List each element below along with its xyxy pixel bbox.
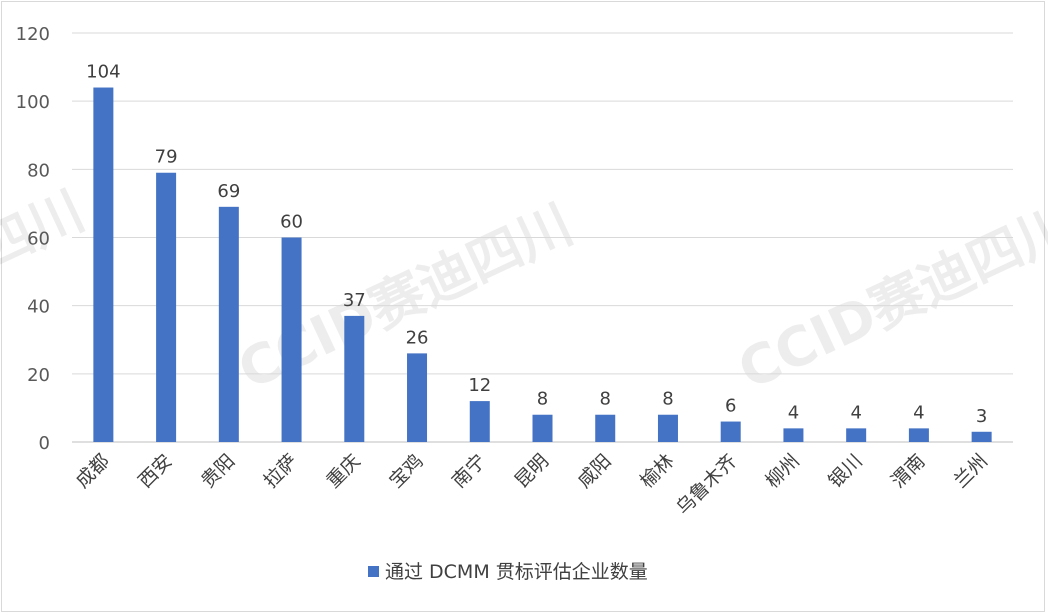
category-label: 宝鸡	[385, 450, 427, 492]
category-label: 渭南	[887, 450, 929, 492]
y-tick-label: 120	[16, 24, 50, 45]
gridlines	[72, 32, 1013, 443]
watermark-right: CCID赛迪四川	[729, 192, 1048, 401]
category-label: 兰州	[950, 450, 992, 492]
data-labels: 104 79 69 60 37 26 12 8 8 8 6 4 4 4 3	[86, 62, 987, 427]
category-label: 西安	[134, 450, 176, 492]
bar	[846, 428, 867, 442]
data-label: 3	[976, 406, 987, 427]
y-tick-label: 60	[27, 229, 50, 250]
data-label: 69	[217, 181, 240, 202]
bar	[783, 428, 804, 442]
category-label: 拉萨	[260, 450, 302, 492]
category-label: 咸阳	[573, 450, 615, 492]
category-label: 柳州	[762, 450, 804, 492]
bar	[595, 414, 616, 442]
data-label: 104	[86, 62, 120, 83]
bar	[908, 428, 929, 442]
y-tick-label: 80	[27, 160, 50, 181]
data-label: 8	[662, 389, 673, 410]
bars	[93, 87, 992, 443]
bar	[720, 421, 741, 442]
data-label: 12	[468, 375, 491, 396]
category-label: 贵阳	[197, 450, 239, 492]
bar	[156, 172, 177, 442]
category-label: 乌鲁木齐	[672, 450, 741, 519]
data-label: 4	[788, 402, 799, 423]
data-label: 8	[537, 389, 548, 410]
data-label: 60	[280, 212, 303, 233]
category-label: 昆明	[511, 450, 553, 492]
category-label: 南宁	[448, 450, 490, 492]
bar	[218, 206, 239, 442]
y-tick-label: 20	[27, 365, 50, 386]
y-tick-label: 40	[27, 297, 50, 318]
bar	[344, 315, 365, 442]
category-label: 成都	[71, 450, 113, 492]
data-label: 26	[406, 327, 429, 348]
bar	[93, 87, 114, 443]
y-axis-ticks: 0 20 40 60 80 100 120	[16, 24, 50, 454]
legend: 通过 DCMM 贯标评估企业数量	[368, 561, 648, 583]
data-label: 4	[913, 402, 924, 423]
legend-swatch	[368, 566, 379, 577]
data-label: 6	[725, 396, 736, 417]
data-label: 37	[343, 290, 366, 311]
legend-label: 通过 DCMM 贯标评估企业数量	[385, 561, 648, 583]
bar	[407, 353, 428, 442]
bar	[281, 237, 302, 442]
y-tick-label: 100	[16, 92, 50, 113]
category-label: 榆林	[636, 450, 678, 492]
data-label: 79	[155, 147, 178, 168]
category-label: 银川	[824, 450, 866, 492]
bar	[532, 414, 553, 442]
bar	[971, 431, 992, 442]
bar	[469, 401, 490, 442]
data-label: 4	[850, 402, 861, 423]
bar	[657, 414, 678, 442]
category-label: 重庆	[322, 450, 364, 492]
y-tick-label: 0	[39, 433, 50, 454]
data-label: 8	[600, 389, 611, 410]
